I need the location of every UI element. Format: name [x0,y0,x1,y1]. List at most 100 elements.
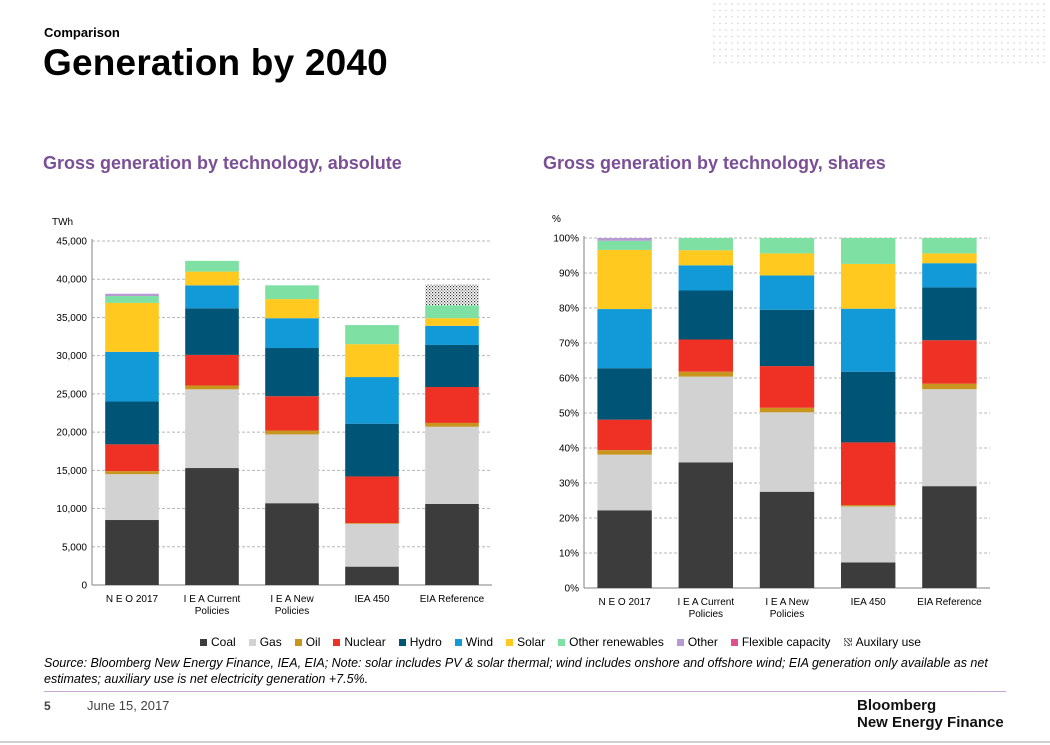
legend-item-auxilary-use: Auxilary use [843,635,921,649]
grid-dot [1043,3,1045,5]
grid-dot [845,35,847,38]
bar-segment-nuclear-i-e-a-new-policies [759,366,815,408]
grid-dot [755,55,757,57]
grid-dot [863,16,865,18]
grid-dot [791,55,793,57]
legend-label: Hydro [409,635,442,649]
grid-dot [845,29,847,31]
grid-dot [1013,9,1015,12]
grid-dot [719,42,721,44]
grid-dot [731,35,733,38]
grid-dot [863,3,865,5]
grid-dot [833,61,835,64]
grid-dot [893,42,895,44]
grid-dot [737,55,739,57]
grid-dot [713,3,715,5]
legend-item-oil: Oil [294,635,321,649]
grid-dot [947,3,949,5]
grid-dot [797,29,799,31]
grid-dot [713,16,715,18]
grid-dot [1025,61,1027,64]
grid-dot [1037,42,1039,44]
grid-dot [779,35,781,38]
grid-dot [779,48,781,51]
grid-dot [845,16,847,18]
grid-dot [767,16,769,18]
grid-dot [905,48,907,51]
grid-dot [989,22,991,25]
grid-dot [1031,55,1033,57]
grid-dot [947,35,949,38]
bar-segment-solar-eia-reference [922,253,977,264]
grid-dot [935,9,937,12]
grid-dot [857,55,859,57]
grid-dot [1043,9,1045,12]
chart-legend: Coal Gas Oil Nuclear Hydro Wind Solar Other ren… [200,632,960,652]
grid-dot [713,35,715,38]
grid-dot [767,35,769,38]
grid-dot [785,35,787,38]
grid-dot [959,48,961,51]
grid-dot [749,16,751,18]
grid-dot [851,61,853,64]
grid-dot [1025,48,1027,51]
grid-dot [1037,55,1039,57]
grid-dot [815,61,817,64]
grid-dot [959,22,961,25]
grid-dot [965,42,967,44]
grid-dot [917,3,919,5]
bar-segment-hydro-i-e-a-current-policies [678,290,734,340]
grid-dot [815,3,817,5]
grid-dot [827,16,829,18]
grid-dot [1025,9,1027,12]
bar-segment-oil-i-e-a-new-policies [759,407,815,413]
grid-dot [857,22,859,25]
grid-dot [977,55,979,57]
grid-dot [989,3,991,5]
y-tick-label: 20% [559,514,579,525]
grid-dot [767,9,769,12]
grid-dot [797,9,799,12]
grid-dot [833,22,835,25]
grid-dot [743,29,745,31]
grid-dot [965,55,967,57]
grid-dot [845,48,847,51]
legend-item-solar: Solar [506,635,545,649]
grid-dot [821,55,823,57]
grid-dot [863,48,865,51]
grid-dot [773,9,775,12]
grid-dot [737,48,739,51]
legend-swatch [676,638,684,646]
grid-dot [725,55,727,57]
grid-dot [839,9,841,12]
grid-dot [785,16,787,18]
grid-dot [923,29,925,31]
page-number: 5 [44,699,51,713]
grid-dot [749,3,751,5]
grid-dot [1019,61,1021,64]
grid-dot [773,61,775,64]
grid-dot [917,16,919,18]
grid-dot [725,48,727,51]
bar-segment-hydro-i-e-a-new-policies [265,348,319,397]
grid-dot [941,61,943,64]
grid-dot [1019,22,1021,25]
grid-dot [971,55,973,57]
bar-segment-solar-i-e-a-current-policies [185,271,239,286]
grid-dot [791,22,793,25]
grid-dot [953,29,955,31]
grid-dot [953,61,955,64]
bar-segment-solar-i-e-a-new-policies [265,299,319,319]
grid-dot [1019,9,1021,12]
grid-dot [911,48,913,51]
legend-label: Oil [305,635,321,649]
grid-dot [839,61,841,64]
grid-dot [941,48,943,51]
grid-dot [731,61,733,64]
grid-dot [941,22,943,25]
grid-dot [1031,61,1033,64]
grid-dot [887,9,889,12]
bar-segment-wind-i-e-a-new-policies [265,318,319,349]
bar-segment-gas-i-e-a-current-policies [678,376,734,463]
grid-dot [893,29,895,31]
